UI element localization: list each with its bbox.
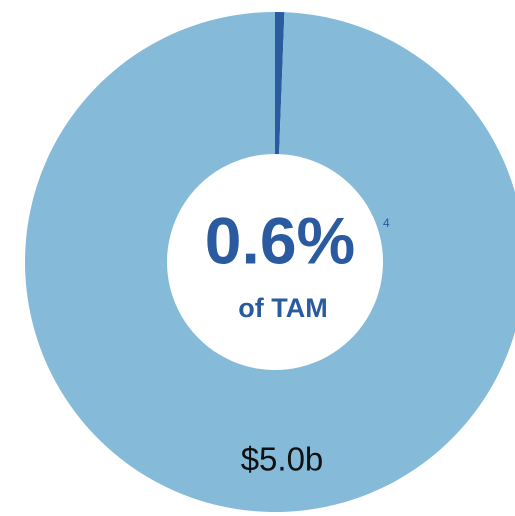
center-value: 0.6% bbox=[205, 203, 355, 277]
slices bbox=[25, 12, 515, 512]
donut-slice bbox=[275, 12, 285, 155]
annotation: $5.0b bbox=[241, 441, 324, 478]
footnote-marker: 4 bbox=[383, 216, 390, 230]
center-subtitle: of TAM bbox=[238, 293, 327, 323]
donut-slice bbox=[25, 12, 515, 512]
